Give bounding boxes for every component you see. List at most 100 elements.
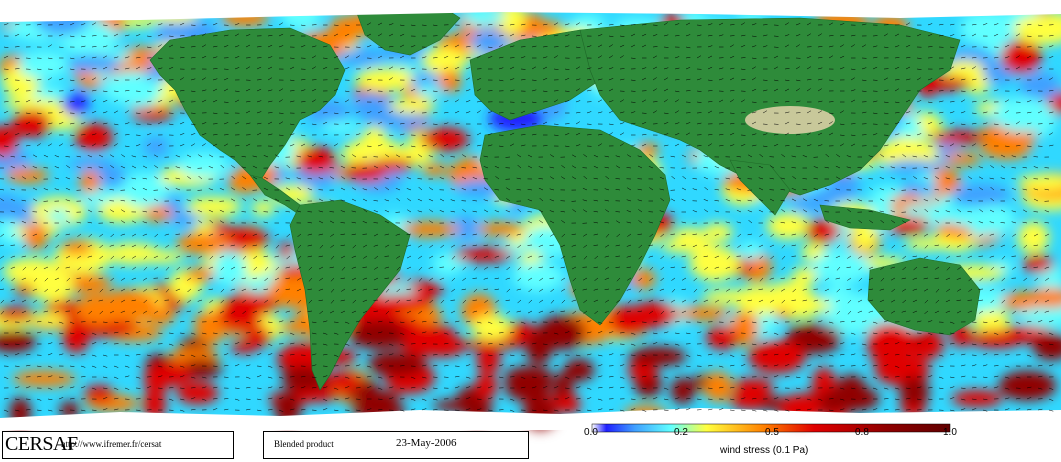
wind-arrow	[344, 353, 350, 356]
wind-stress-patch	[1022, 255, 1054, 273]
wind-arrow	[87, 221, 93, 224]
wind-arrow	[1004, 24, 1010, 26]
wind-arrow	[542, 112, 548, 114]
wind-arrow	[1012, 233, 1017, 237]
wind-arrow	[373, 244, 379, 247]
wind-arrow	[451, 266, 456, 271]
wind-arrow	[154, 165, 159, 169]
wind-arrow	[175, 310, 181, 314]
wind-arrow	[208, 244, 214, 246]
wind-arrow	[542, 90, 548, 92]
wind-arrow	[124, 375, 130, 378]
wind-arrow	[109, 154, 115, 158]
wind-arrow	[751, 398, 757, 400]
wind-arrow	[901, 277, 907, 280]
wind-arrow	[762, 34, 768, 37]
wind-arrow	[616, 277, 621, 282]
wind-arrow	[245, 88, 251, 92]
wind-arrow	[175, 199, 181, 202]
wind-arrow	[80, 134, 86, 136]
wind-arrow	[366, 375, 372, 378]
wind-arrow	[65, 199, 71, 202]
wind-arrow	[0, 154, 5, 158]
wind-arrow	[319, 277, 324, 281]
wind-arrow	[880, 220, 885, 224]
wind-arrow	[560, 310, 566, 312]
wind-arrow	[344, 376, 350, 379]
wind-arrow	[212, 408, 218, 411]
wind-arrow	[608, 44, 613, 48]
wind-arrow	[839, 398, 845, 401]
wind-stress-patch	[732, 378, 775, 393]
wind-arrow	[318, 288, 324, 291]
wind-arrow	[902, 288, 907, 292]
wind-arrow	[355, 35, 361, 37]
wind-arrow	[857, 199, 863, 202]
wind-arrow	[894, 122, 900, 125]
wind-arrow	[619, 99, 624, 103]
wind-arrow	[58, 343, 64, 345]
wind-arrow	[791, 233, 797, 236]
wind-arrow	[630, 321, 636, 323]
wind-arrow	[549, 266, 555, 269]
wind-arrow	[1000, 165, 1006, 169]
wind-arrow	[165, 244, 170, 248]
wind-arrow	[58, 409, 64, 412]
wind-arrow	[190, 90, 196, 92]
wind-arrow	[861, 320, 867, 323]
wind-arrow	[505, 299, 511, 301]
wind-stress-patch	[438, 69, 462, 93]
wind-arrow	[759, 154, 764, 158]
wind-arrow	[377, 364, 383, 367]
wind-arrow	[531, 79, 537, 81]
wind-arrow	[1048, 122, 1054, 125]
wind-arrow	[520, 134, 526, 136]
wind-arrow	[65, 266, 71, 269]
wind-stress-patch	[852, 224, 877, 250]
wind-arrow	[267, 409, 273, 411]
wind-arrow	[124, 365, 130, 368]
wind-arrow	[1037, 332, 1043, 335]
wind-arrow	[718, 34, 724, 37]
wind-arrow	[781, 154, 786, 158]
wind-arrow	[531, 35, 537, 37]
wind-arrow	[377, 110, 383, 114]
wind-arrow	[264, 277, 269, 281]
wind-arrow	[802, 288, 808, 291]
wind-arrow	[813, 178, 819, 180]
wind-arrow	[858, 266, 863, 271]
wind-arrow	[957, 233, 962, 237]
wind-arrow	[938, 365, 944, 368]
wind-arrow	[223, 364, 229, 367]
wind-arrow	[385, 310, 390, 315]
wind-arrow	[454, 44, 460, 48]
wind-arrow	[861, 408, 867, 411]
wind-arrow	[483, 209, 489, 213]
wind-arrow	[190, 354, 196, 357]
wind-arrow	[1004, 365, 1010, 368]
wind-arrow	[462, 299, 467, 304]
wind-arrow	[674, 79, 680, 81]
wind-arrow	[693, 266, 698, 270]
wind-arrow	[872, 133, 878, 136]
wind-arrow	[300, 101, 306, 103]
brand-url[interactable]: http://www.ifremer.fr/cersat	[61, 439, 162, 449]
wind-arrow	[531, 89, 537, 92]
wind-arrow	[982, 111, 988, 114]
wind-stress-patch	[704, 371, 733, 402]
wind-arrow	[36, 78, 42, 81]
wind-arrow	[366, 321, 372, 324]
wind-arrow	[32, 221, 38, 224]
wind-arrow	[751, 111, 757, 114]
wind-arrow	[1015, 408, 1021, 411]
wind-arrow	[296, 155, 302, 158]
wind-arrow	[146, 320, 152, 323]
wind-arrow	[517, 164, 522, 169]
wind-arrow	[770, 220, 775, 224]
wind-arrow	[1037, 110, 1043, 114]
wind-arrow	[1045, 288, 1050, 293]
wind-arrow	[91, 342, 97, 345]
wind-arrow	[80, 35, 86, 37]
wind-arrow	[10, 198, 16, 202]
wind-arrow	[395, 187, 401, 191]
